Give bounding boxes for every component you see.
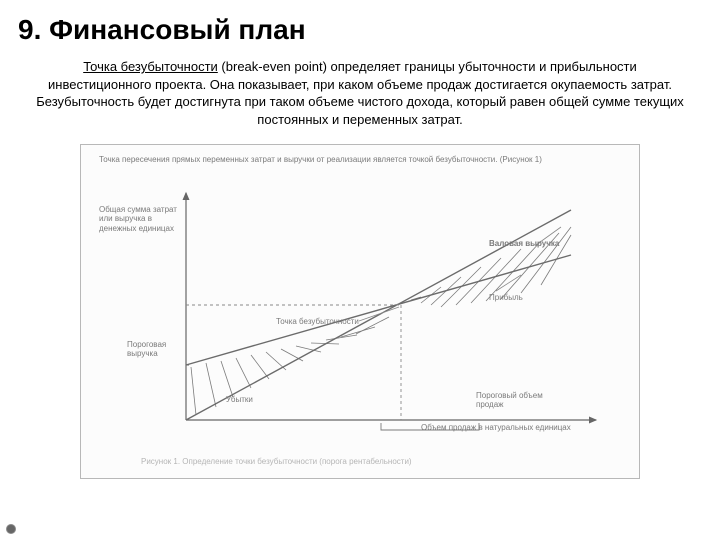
- label-profit: Прибыль: [489, 293, 523, 302]
- y-axis-label: Общая сумма затрат или выручка в денежны…: [99, 205, 179, 233]
- x-axis-label: Объем продаж в натуральных единицах: [421, 423, 571, 432]
- label-loss: Убытки: [226, 395, 253, 404]
- diagram-caption-bottom: Рисунок 1. Определение точки безубыточно…: [141, 457, 581, 466]
- label-breakeven: Точка безубыточности: [276, 317, 359, 326]
- label-threshold-rev: Пороговая выручка: [127, 340, 182, 358]
- slide-corner-dot-icon: [6, 524, 16, 534]
- slide-paragraph: Точка безубыточности (break-even point) …: [0, 54, 720, 138]
- label-revenue: Валовая выручка: [489, 239, 559, 248]
- lead-term: Точка безубыточности: [83, 59, 218, 74]
- breakeven-diagram: Точка пересечения прямых переменных затр…: [80, 144, 640, 479]
- label-threshold-vol: Пороговый объем продаж: [476, 391, 551, 409]
- slide-title: 9. Финансовый план: [0, 0, 720, 54]
